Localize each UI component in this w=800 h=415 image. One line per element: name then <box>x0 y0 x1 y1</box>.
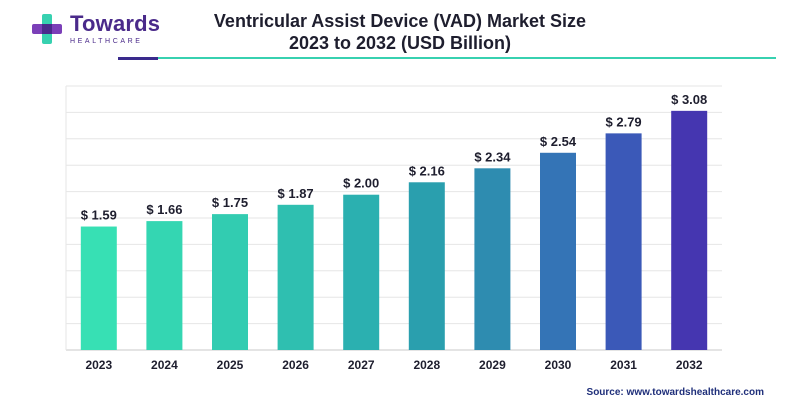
title-rule-accent <box>118 57 158 60</box>
bar-2032 <box>671 110 708 350</box>
bar-2028 <box>408 182 445 350</box>
value-label-2026: $ 1.87 <box>278 186 314 201</box>
value-label-2023: $ 1.59 <box>81 208 117 223</box>
value-label-2024: $ 1.66 <box>146 202 182 217</box>
x-tick-2023: 2023 <box>85 358 112 372</box>
bar-2023 <box>80 226 117 350</box>
value-label-2032: $ 3.08 <box>671 92 707 107</box>
chart-value-labels: $ 1.59 $ 1.66 $ 1.75 $ 1.87 $ 2.00 $ 2.16 $ 2.… <box>81 92 708 223</box>
x-tick-2027: 2027 <box>348 358 375 372</box>
x-tick-2029: 2029 <box>479 358 506 372</box>
bar-2029 <box>474 168 511 350</box>
healthcare-cross-icon <box>32 14 62 44</box>
chart-title-line-2: 2023 to 2032 (USD Billion) <box>288 33 512 53</box>
value-label-2027: $ 2.00 <box>343 176 379 191</box>
bar-2027 <box>343 194 380 350</box>
value-label-2030: $ 2.54 <box>540 134 577 149</box>
brand-tagline: HEALTHCARE <box>70 38 143 45</box>
value-label-2028: $ 2.16 <box>409 163 445 178</box>
bar-2026 <box>277 204 314 350</box>
value-label-2025: $ 1.75 <box>212 195 248 210</box>
source-note: Source: www.towardshealthcare.com <box>586 387 764 398</box>
x-tick-2025: 2025 <box>217 358 244 372</box>
brand-name: Towards <box>70 11 161 36</box>
bar-2030 <box>540 152 576 350</box>
x-tick-2024: 2024 <box>151 358 178 372</box>
x-tick-2026: 2026 <box>282 358 309 372</box>
brand-logo: Towards HEALTHCARE <box>30 12 160 46</box>
x-tick-2028: 2028 <box>413 358 440 372</box>
chart-title: Ventricular Assist Device (VAD) Market S… <box>200 10 600 54</box>
bar-2024 <box>146 221 183 350</box>
bar-2025 <box>212 214 248 350</box>
chart-title-line-1: Ventricular Assist Device (VAD) Market S… <box>213 11 587 31</box>
value-label-2031: $ 2.79 <box>606 114 642 129</box>
title-rule <box>158 57 776 59</box>
bar-2031 <box>605 133 642 350</box>
x-tick-2032: 2032 <box>676 358 703 372</box>
x-tick-2031: 2031 <box>610 358 637 372</box>
x-tick-2030: 2030 <box>545 358 572 372</box>
chart-bars <box>80 110 708 350</box>
value-label-2029: $ 2.34 <box>474 149 511 164</box>
chart-x-tick-labels: 2023 2024 2025 2026 2027 2028 2029 2030 2031 2032 <box>85 358 702 372</box>
